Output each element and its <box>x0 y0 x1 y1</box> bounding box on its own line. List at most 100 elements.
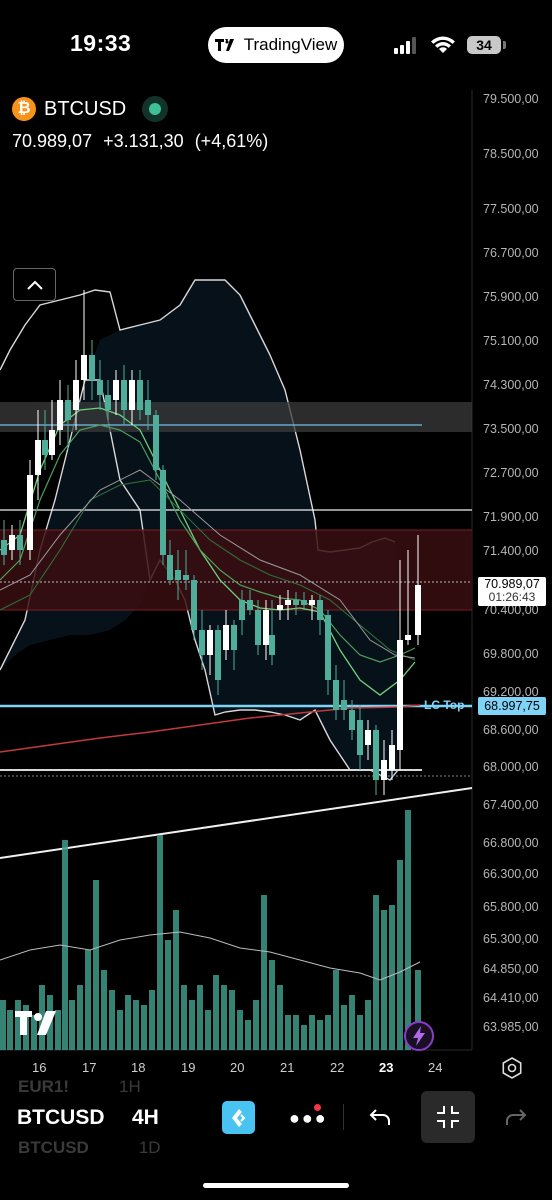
price-axis-label: 77.500,00 <box>483 202 539 216</box>
candle <box>121 365 127 425</box>
price-axis-label: 69.800,00 <box>483 647 539 661</box>
candle <box>89 340 95 400</box>
candle <box>175 550 181 600</box>
candle <box>65 385 71 450</box>
price-change: +3.131,30 <box>103 131 184 151</box>
volume-bar <box>397 860 403 1050</box>
volume-bar <box>101 970 107 1050</box>
price-change-percent: (+4,61%) <box>194 131 269 151</box>
price-summary: 70.989,07 +3.131,30 (+4,61%) <box>12 131 274 152</box>
exit-fullscreen-button[interactable] <box>421 1091 475 1143</box>
volume-bar <box>77 985 83 1050</box>
volume-bar <box>7 1010 13 1050</box>
next-symbol: BTCUSD <box>18 1138 89 1157</box>
candle <box>415 535 421 645</box>
price-chart[interactable] <box>0 80 552 1080</box>
volume-bar <box>381 910 387 1050</box>
battery-tip <box>503 41 506 49</box>
symbol-header[interactable]: ₿ BTCUSD <box>12 95 169 123</box>
volume-bar <box>69 1000 75 1050</box>
volume-bar <box>181 985 187 1050</box>
volume-bar <box>197 985 203 1050</box>
more-dots-icon: ●●● <box>289 1108 328 1128</box>
bottom-symbol-button[interactable]: BTCUSD <box>17 1106 105 1129</box>
volume-bar <box>93 880 99 1050</box>
timeframe-button[interactable]: 4H <box>132 1106 159 1129</box>
date-axis-label: 19 <box>181 1060 196 1075</box>
candle <box>405 550 411 645</box>
lightning-icon[interactable] <box>403 1020 435 1052</box>
volume-bar <box>349 995 355 1050</box>
candle <box>293 592 299 615</box>
candle <box>42 410 48 470</box>
settings-icon[interactable] <box>500 1056 524 1080</box>
volume-bar <box>15 1000 21 1050</box>
volume-bar <box>357 1015 363 1050</box>
volume-bar <box>253 1000 259 1050</box>
redo-icon[interactable] <box>502 1104 528 1130</box>
candlestick-series <box>1 290 421 795</box>
candle <box>381 740 387 795</box>
volume-bar <box>157 835 163 1050</box>
volume-bar <box>109 990 115 1050</box>
market-status-icon[interactable] <box>142 96 169 122</box>
price-axis-label: 68.600,00 <box>483 723 539 737</box>
candle <box>269 600 275 665</box>
undo-icon[interactable] <box>368 1104 394 1130</box>
volume-bar <box>213 975 219 1050</box>
price-axis-label: 66.800,00 <box>483 836 539 850</box>
volume-bar <box>389 905 395 1050</box>
collapse-legend-button[interactable] <box>13 268 56 301</box>
volume-bar <box>31 1015 37 1050</box>
candle <box>349 700 355 740</box>
last-price-tag: 70.989,07 01:26:43 <box>478 577 546 606</box>
lc-top-value: 68.997,75 <box>478 697 546 715</box>
broker-logo-icon <box>231 1108 245 1127</box>
broker-icon[interactable] <box>222 1101 255 1134</box>
chevron-up-icon <box>26 280 43 290</box>
price-axis-label: 73.500,00 <box>483 422 539 436</box>
price-axis-label: 72.700,00 <box>483 466 539 480</box>
price-axis-label: 65.800,00 <box>483 900 539 914</box>
volume-bar <box>261 895 267 1050</box>
previous-symbol-hint: EUR1! 1H <box>18 1077 141 1097</box>
volume-bar <box>55 1010 61 1050</box>
candle <box>207 625 213 675</box>
date-axis-label: 18 <box>131 1060 146 1075</box>
collapse-arrows-icon <box>437 1106 459 1128</box>
volume-bar <box>325 1015 331 1050</box>
status-time: 19:33 <box>70 30 132 56</box>
date-axis-label: 17 <box>82 1060 97 1075</box>
last-price: 70.989,07 <box>12 131 93 151</box>
price-axis-label: 65.300,00 <box>483 932 539 946</box>
price-axis-label: 75.100,00 <box>483 334 539 348</box>
candle <box>277 595 283 620</box>
volume-bar <box>141 1005 147 1050</box>
tradingview-logo-icon <box>15 1011 56 1035</box>
price-axis-label: 67.400,00 <box>483 798 539 812</box>
candle <box>397 560 403 770</box>
date-axis-label: 21 <box>280 1060 295 1075</box>
volume-bar <box>165 940 171 1050</box>
volume-bar <box>125 995 131 1050</box>
tradingview-pill[interactable]: TradingView <box>208 27 344 63</box>
volume-bar <box>189 1000 195 1050</box>
volume-bar <box>317 1020 323 1050</box>
volume-bar <box>341 1005 347 1050</box>
price-axis-label: 79.500,00 <box>483 92 539 106</box>
home-indicator <box>203 1183 349 1188</box>
bollinger-lower <box>0 379 399 781</box>
volume-bar <box>85 950 91 1050</box>
trendline <box>0 787 473 859</box>
price-axis-label: 74.300,00 <box>483 378 539 392</box>
ma-gray <box>0 469 416 659</box>
date-axis-label: 22 <box>330 1060 345 1075</box>
price-axis-label: 63.985,00 <box>483 1020 539 1034</box>
price-axis-label: 78.500,00 <box>483 147 539 161</box>
price-axis-label: 71.900,00 <box>483 510 539 524</box>
volume-bar <box>205 1010 211 1050</box>
volume-bar <box>0 1000 6 1050</box>
price-axis-label: 75.900,00 <box>483 290 539 304</box>
candle <box>105 380 111 420</box>
more-options-button[interactable]: ●●● <box>287 1104 326 1130</box>
